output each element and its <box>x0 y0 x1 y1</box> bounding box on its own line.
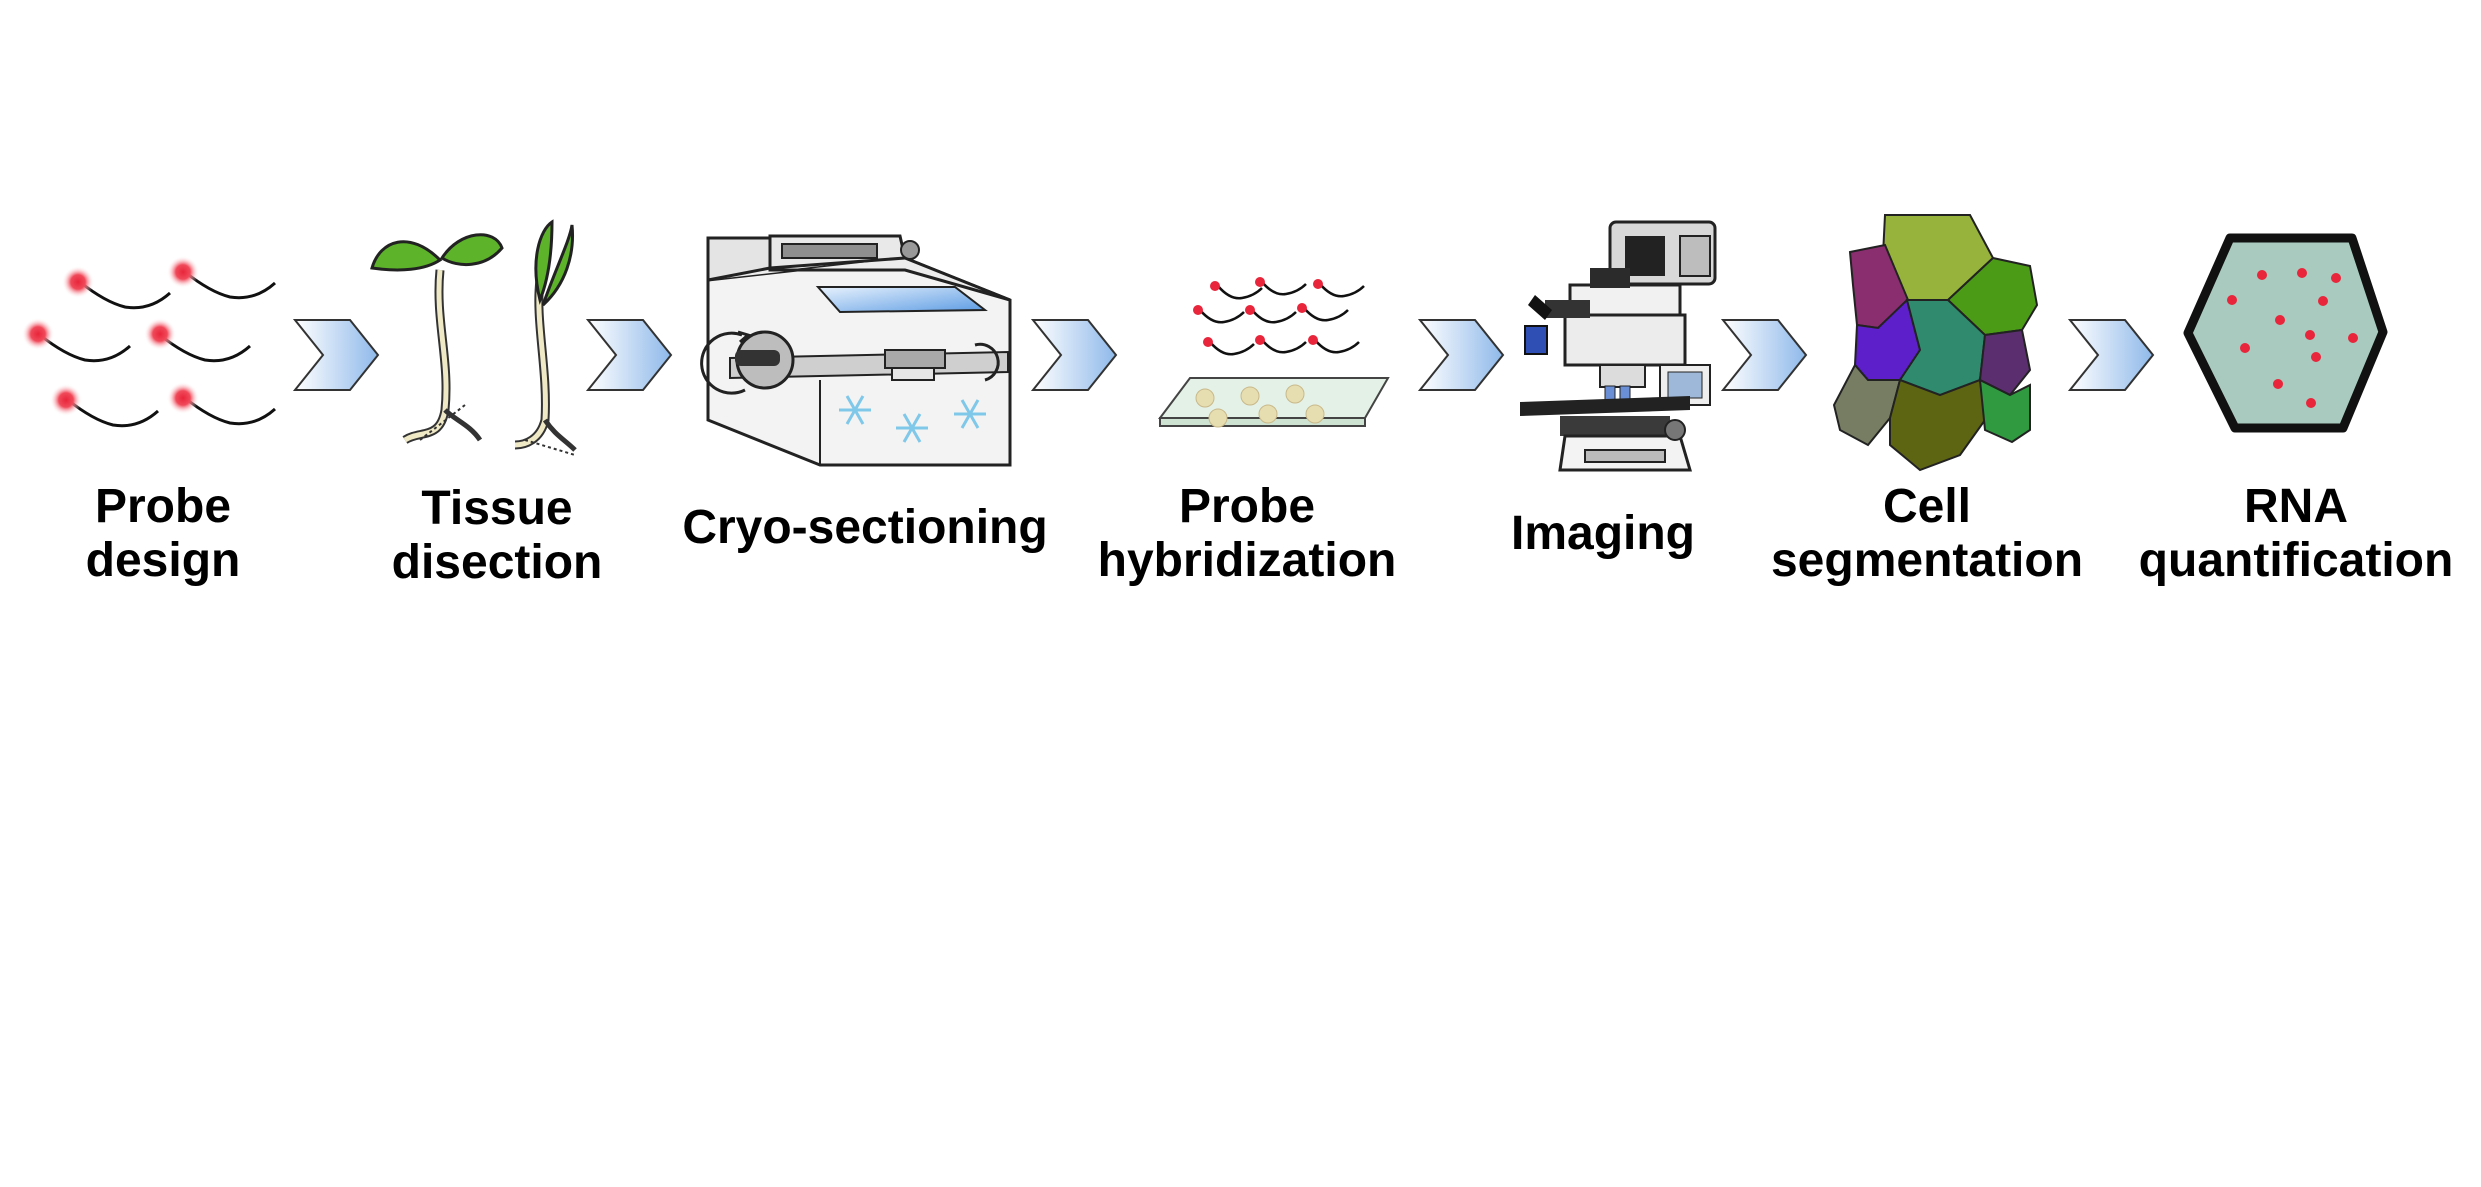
step-label-line: design <box>85 534 241 587</box>
step-label-cryo-sectioning: Cryo-sectioning <box>682 501 1047 555</box>
step-label-line: Cell <box>1882 480 1972 533</box>
step-label-rna-quantification: RNA quantification <box>2139 480 2454 588</box>
microscope-icon <box>1520 220 1717 472</box>
slide-icon <box>1158 277 1390 428</box>
step-label-imaging: Imaging <box>1511 507 1695 561</box>
step-label-line: quantification <box>2138 534 2454 587</box>
step-label-line: Tissue <box>421 482 573 535</box>
step-label-probe-hybridization: Probe hybridization <box>1098 480 1397 588</box>
arrow-icon-3 <box>1030 319 1118 391</box>
probe-icon <box>22 256 277 428</box>
arrow-icon-4 <box>1417 319 1505 391</box>
hexagon-cell-icon <box>2183 233 2388 433</box>
seedling-icon <box>370 219 577 456</box>
step-label-line: hybridization <box>1097 534 1397 587</box>
arrow-icon-5 <box>1720 319 1808 391</box>
step-label-line: Imaging <box>1510 507 1696 560</box>
step-label-line: segmentation <box>1770 534 2084 587</box>
arrow-icon-6 <box>2067 319 2155 391</box>
step-label-line: disection <box>391 536 603 589</box>
step-label-probe-design: Probe design <box>86 480 241 588</box>
step-label-line: RNA <box>2244 480 2348 533</box>
cryostat-icon <box>700 234 1012 467</box>
step-label-line: Probe <box>94 480 232 533</box>
step-label-cell-segmentation: Cell segmentation <box>1771 480 2083 588</box>
step-label-tissue-disection: Tissue disection <box>392 482 603 590</box>
arrow-icon-1 <box>292 319 380 391</box>
cell-mosaic-icon <box>1832 214 2039 472</box>
step-label-line: Probe <box>1178 480 1316 533</box>
arrow-icon-2 <box>585 319 673 391</box>
step-label-line: Cryo-sectioning <box>682 501 1048 554</box>
